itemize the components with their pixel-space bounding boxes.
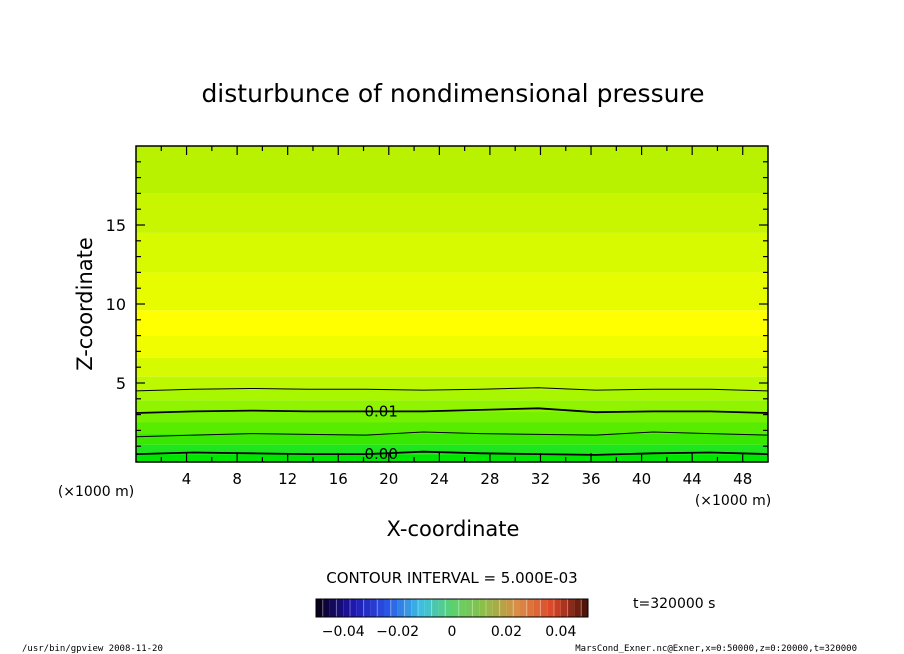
x-tick-label: 40 bbox=[632, 470, 651, 488]
colorbar-bin bbox=[486, 599, 493, 617]
x-unit-note: (×1000 m) bbox=[695, 493, 771, 509]
contour-label-0: 0.01 bbox=[364, 402, 397, 420]
colorbar-bin bbox=[554, 599, 561, 617]
colorbar-tick-label: −0.04 bbox=[322, 624, 365, 640]
y-tick-label: 10 bbox=[106, 295, 126, 314]
colorbar-bin bbox=[418, 599, 425, 617]
color-band-3 bbox=[136, 422, 768, 434]
colorbar-bin bbox=[581, 599, 588, 617]
colorbar-bin bbox=[492, 599, 500, 617]
colorbar-tick-label: 0.04 bbox=[545, 624, 576, 640]
color-band-14 bbox=[136, 146, 768, 194]
time-label: t=320000 s bbox=[633, 596, 715, 612]
color-band-7 bbox=[136, 376, 768, 390]
colorbar-bin bbox=[363, 599, 371, 617]
colorbar-bin bbox=[343, 599, 350, 617]
color-band-11 bbox=[136, 272, 768, 311]
color-band-8 bbox=[136, 357, 768, 377]
colorbar-bin bbox=[404, 599, 412, 617]
colorbar-tick-labels: −0.04 −0.02 0 0.02 0.04 bbox=[322, 624, 577, 640]
color-band-2 bbox=[136, 433, 768, 445]
colorbar-bin bbox=[520, 599, 527, 617]
colorbar-bin bbox=[465, 599, 473, 617]
colorbar-bin bbox=[431, 599, 439, 617]
colorbar-tick-label: 0.02 bbox=[491, 624, 522, 640]
x-tick-label: 28 bbox=[480, 470, 499, 488]
x-tick-label: 16 bbox=[329, 470, 348, 488]
colorbar-bin bbox=[547, 599, 554, 617]
x-tick-label: 24 bbox=[430, 470, 449, 488]
colorbar-tick-label: 0 bbox=[448, 624, 457, 640]
x-tick-label: 12 bbox=[278, 470, 297, 488]
colorbar-tick-label: −0.02 bbox=[376, 624, 419, 640]
colorbar-bin bbox=[472, 599, 480, 617]
colorbar-bin bbox=[350, 599, 357, 617]
color-band-0 bbox=[136, 454, 768, 462]
colorbar bbox=[315, 598, 589, 618]
colorbar-bin bbox=[567, 599, 575, 617]
colorbar-bin bbox=[513, 599, 520, 617]
colorbar-bin bbox=[499, 599, 507, 617]
colorbar-bin bbox=[574, 599, 582, 617]
contour-label-1: 0.00 bbox=[364, 445, 397, 463]
footer-right: MarsCond_Exner.nc@Exner,x=0:50000,z=0:20… bbox=[575, 644, 857, 654]
colorbar-bin bbox=[445, 599, 452, 617]
colorbar-bin bbox=[322, 599, 330, 617]
contour-line-3 bbox=[136, 450, 768, 456]
color-band-1 bbox=[136, 444, 768, 455]
x-tick-label: 32 bbox=[531, 470, 550, 488]
colorbar-bin bbox=[329, 599, 337, 617]
chart-title: disturbunce of nondimensional pressure bbox=[201, 79, 704, 108]
colorbar-bin bbox=[390, 599, 398, 617]
contour-labels: 0.01 0.00 bbox=[364, 402, 397, 463]
colorbar-bin bbox=[424, 599, 432, 617]
contour-interval-label: CONTOUR INTERVAL = 5.000E-03 bbox=[326, 569, 577, 587]
color-band-9 bbox=[136, 335, 768, 358]
contour-line-1 bbox=[136, 407, 768, 414]
color-band-5 bbox=[136, 400, 768, 412]
colorbar-bin bbox=[479, 599, 486, 617]
colorbar-bin bbox=[397, 599, 405, 617]
footer-left: /usr/bin/gpview 2008-11-20 bbox=[22, 644, 163, 654]
colorbar-bin bbox=[438, 599, 446, 617]
x-tick-label: 4 bbox=[182, 470, 192, 488]
contour-line-0 bbox=[136, 387, 768, 392]
color-band-10 bbox=[136, 310, 768, 336]
color-band-4 bbox=[136, 411, 768, 423]
x-tick-label: 20 bbox=[379, 470, 398, 488]
colorbar-bin bbox=[506, 599, 514, 617]
y-tick-label: 15 bbox=[106, 216, 126, 235]
colorbar-bin bbox=[526, 599, 534, 617]
x-axis-label: X-coordinate bbox=[387, 517, 520, 541]
y-unit-note: (×1000 m) bbox=[58, 484, 134, 500]
colorbar-bin bbox=[336, 599, 344, 617]
colorbar-bin bbox=[560, 599, 568, 617]
colorbar-bin bbox=[540, 599, 548, 617]
y-axis-label: Z-coordinate bbox=[73, 237, 97, 371]
colorbar-bin bbox=[377, 599, 384, 617]
color-bands bbox=[136, 146, 768, 462]
color-band-12 bbox=[136, 232, 768, 273]
contour-lines bbox=[136, 387, 768, 456]
x-tick-label: 44 bbox=[683, 470, 702, 488]
colorbar-bin bbox=[370, 599, 378, 617]
contour-line-2 bbox=[136, 431, 768, 438]
colorbar-bin bbox=[356, 599, 364, 617]
colorbar-bin bbox=[411, 599, 418, 617]
y-tick-label: 5 bbox=[116, 374, 126, 393]
colorbar-bin bbox=[384, 599, 391, 617]
colorbar-frame bbox=[315, 598, 589, 618]
colorbar-bin bbox=[458, 599, 466, 617]
x-tick-label: 48 bbox=[733, 470, 752, 488]
colorbar-bin bbox=[316, 599, 323, 617]
colorbar-bin bbox=[452, 599, 459, 617]
x-tick-label: 8 bbox=[232, 470, 242, 488]
color-band-6 bbox=[136, 389, 768, 401]
x-tick-label: 36 bbox=[581, 470, 600, 488]
color-band-13 bbox=[136, 193, 768, 233]
colorbar-bin bbox=[533, 599, 541, 617]
